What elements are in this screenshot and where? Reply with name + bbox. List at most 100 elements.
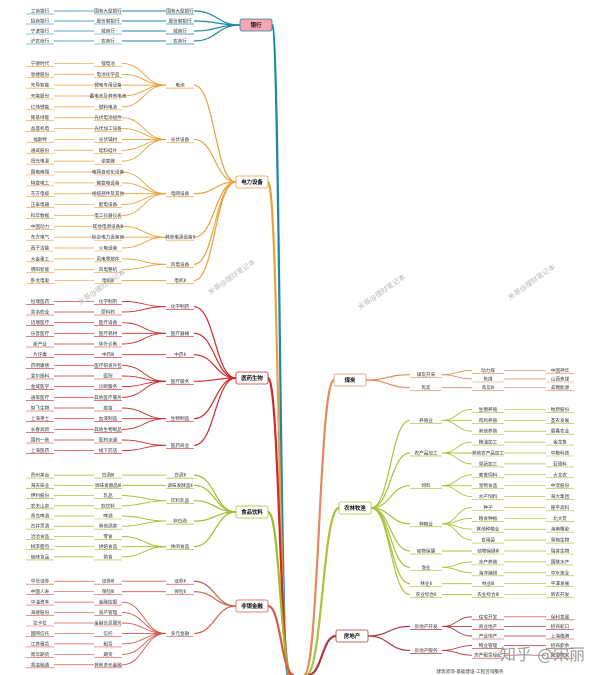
connector [370,507,411,596]
group-node: 医药商业 [171,442,190,449]
connector [193,20,241,26]
company-node: 金域医学 [31,383,50,390]
company-node: 先导智能 [31,82,50,89]
group-node: 养殖业 [419,417,433,424]
connector [193,484,237,513]
company-node: 通策医疗 [31,394,50,401]
leaf-node: 城商行 [101,28,115,35]
company-node: 药明康德 [31,362,50,369]
company-node: 拉卡拉 [33,620,47,627]
leaf-node: 果蔬加工 [479,460,498,467]
leaf-node: 蓄电池及其他电池 [90,93,127,100]
leaf-node: 房产租赁经纪 [474,652,502,659]
leaf-node: 商业地产 [479,623,498,630]
company-node: 恒瑞医药 [31,298,50,305]
branch-node-label: 电力设备 [241,178,263,186]
company-node: 海德股份 [31,609,50,616]
connector [121,128,167,140]
connector [121,632,167,655]
leaf-node: 零食 [103,533,113,540]
connector-lines [26,10,574,675]
leaf-node: 期货 [103,651,113,658]
group-node: 饲料 [421,482,431,489]
leaf-node: 水产养殖 [479,558,498,565]
leaf-node: 光伏电池组件 [94,114,122,121]
company-node: 东方电缆 [31,190,50,197]
leaf-node: 医药流通 [99,437,118,444]
leaf-node: 其他养殖 [479,428,498,435]
group-node: 休闲食品 [171,543,190,550]
connector [193,377,237,382]
company-node: 恩捷股份 [31,71,50,78]
group-node: 煤炭开采 [417,371,436,378]
company-node: 洽洽食品 [31,533,50,540]
connector [121,515,167,522]
connector [365,374,411,381]
leaf-node: 焦煤 [483,376,493,383]
group-node: 白酒Ⅱ [174,472,185,479]
leaf-node: 化学制剂 [99,298,118,305]
company-node: 贵州茅台 [31,472,50,479]
leaf-node: 农商行 [101,38,115,45]
company-node: 中信证券 [31,578,50,585]
leaf-node: 电网自动化设备 [92,169,125,176]
leaf-node: 风电零部件 [97,255,120,262]
company-node: 晨鑫农业 [551,428,570,435]
leaf-node: 生猪养殖 [479,406,498,413]
connector [121,193,167,206]
leaf-node: 中药Ⅲ [102,351,114,358]
leaf-node: 种子 [483,504,493,511]
leaf-node: 硅料硅片 [99,147,118,154]
leaf-node: 动力煤 [481,367,495,374]
connector [441,649,473,656]
connector [121,495,167,502]
company-node: 伊利股份 [31,492,50,499]
connector [441,408,473,421]
connector [121,332,167,345]
connector [121,236,167,249]
connector [441,561,473,568]
leaf-node: 住宅开发 [479,613,498,620]
company-node: 雪榕生物 [551,537,570,544]
connector [193,591,237,607]
leaf-node: 其他生物制品 [94,426,122,433]
leaf-node: 海洋捕捞 [479,569,498,576]
connector [441,485,473,498]
company-node: 江苏租赁 [31,640,50,647]
leaf-node: 其他电源设备Ⅲ [93,223,124,230]
connector [193,181,237,238]
leaf-node: 焦炭Ⅲ [482,384,494,391]
leaf-node: 物业管理 [479,642,498,649]
company-node: 招商蛇口 [551,623,570,630]
group-node: 股份制银行 [169,18,192,25]
connector [441,616,473,627]
company-node: 西子洁能 [31,245,50,252]
leaf-node: 证券Ⅲ [102,578,114,585]
connector [121,182,167,195]
leaf-node: 光伏加工设备 [94,125,122,132]
connector [441,645,473,651]
leaf-node: 粮油加工 [479,439,498,446]
leaf-node: 燃料电池 [99,103,118,110]
company-node: 隆平高科 [551,504,570,511]
connector [121,306,167,313]
group-node: 非白酒 [173,518,187,525]
company-node: 晶盛机电 [31,125,50,132]
company-node: 东方电气 [31,234,50,241]
company-node: 中油资本 [31,599,50,606]
leaf-node: 水产饲料 [479,493,498,500]
group-node: 证券Ⅱ [174,578,185,585]
connector [370,507,411,585]
company-node: 山西焦煤 [551,376,570,383]
connector [370,419,411,509]
group-node: 林业Ⅱ [420,580,431,587]
leaf-node: 宠物食品 [479,482,498,489]
connector [193,377,237,420]
leaf-node: 烘焙食品 [99,543,118,550]
connector [121,84,167,97]
leaf-node: 啤酒 [103,513,113,520]
leaf-node: 林业Ⅲ [482,580,494,587]
leaf-node: 动物保健Ⅲ [477,548,499,555]
group-node: 城商行 [173,28,187,35]
company-node: 宁德时代 [31,60,50,67]
